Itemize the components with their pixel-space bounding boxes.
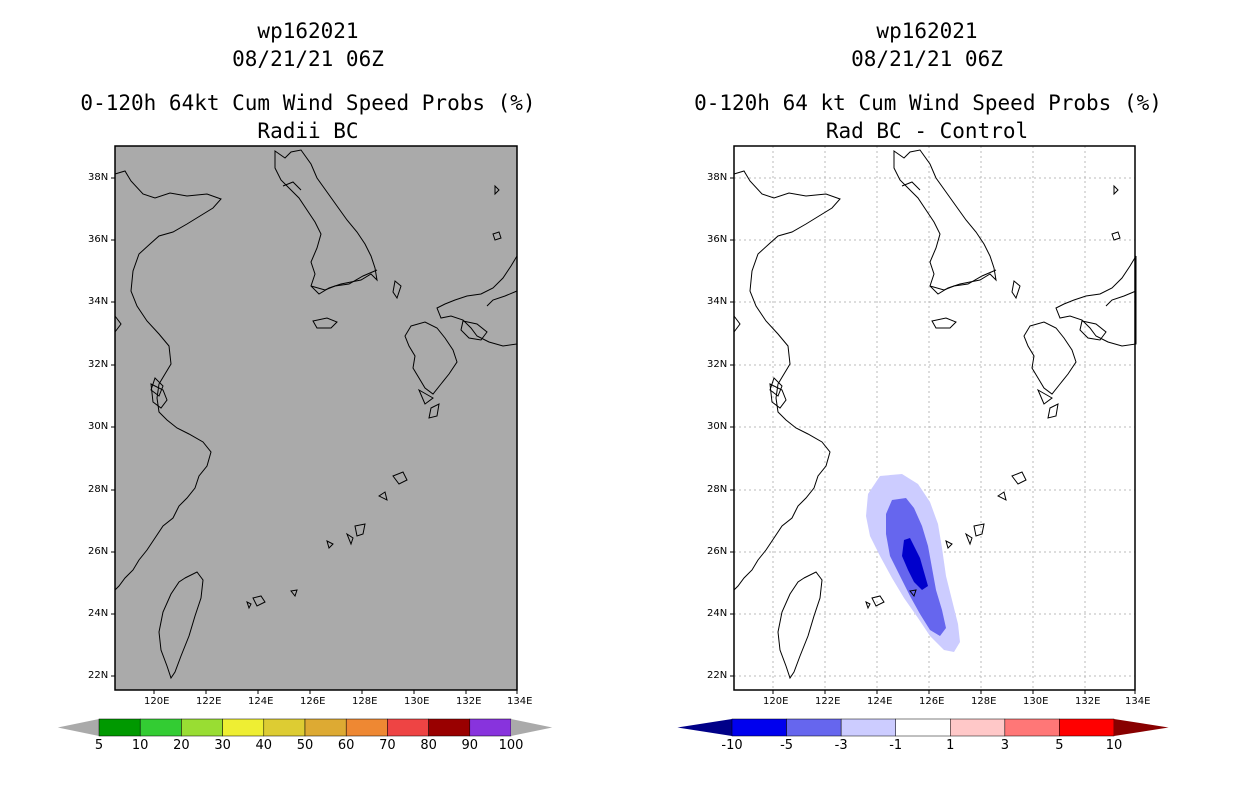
left-colorbar-over bbox=[511, 719, 553, 736]
left-ytick: 30N bbox=[88, 421, 109, 432]
left-colorbar-swatch bbox=[428, 718, 471, 737]
right-colorbar-label: 1 bbox=[946, 738, 955, 753]
left-xtick: 120E bbox=[144, 696, 170, 707]
right-colorbar-swatch bbox=[895, 718, 951, 737]
left-ticks bbox=[111, 177, 518, 694]
left-colorbar-label: 50 bbox=[296, 738, 314, 753]
right-colorbar-swatch bbox=[786, 718, 842, 737]
right-xtick: 126E bbox=[919, 696, 945, 707]
right-colorbar-swatch bbox=[1004, 718, 1060, 737]
right-xtick: 128E bbox=[971, 696, 997, 707]
right-colorbar-label: -3 bbox=[834, 738, 848, 753]
right-ytick: 26N bbox=[707, 546, 728, 557]
right-colorbar-label: -5 bbox=[780, 738, 794, 753]
left-xtick: 124E bbox=[248, 696, 274, 707]
left-colorbar-swatch bbox=[469, 718, 512, 737]
right-colorbar-swatch bbox=[950, 718, 1006, 737]
right-colorbar bbox=[677, 718, 1169, 737]
left-xtick: 132E bbox=[456, 696, 482, 707]
left-xtick: 126E bbox=[300, 696, 326, 707]
left-title-storm: wp162021 bbox=[257, 19, 359, 43]
left-title-time: 08/21/21 06Z bbox=[232, 47, 384, 71]
left-ytick: 28N bbox=[88, 484, 109, 495]
left-map-fill bbox=[115, 146, 517, 690]
left-ytick: 22N bbox=[88, 670, 109, 681]
left-ytick: 36N bbox=[88, 234, 109, 245]
right-ticks bbox=[730, 177, 1136, 694]
right-title-time: 08/21/21 06Z bbox=[851, 47, 1003, 71]
right-colorbar-label: 10 bbox=[1105, 738, 1123, 753]
right-ytick: 30N bbox=[707, 421, 728, 432]
right-title-storm: wp162021 bbox=[876, 19, 978, 43]
right-xtick: 120E bbox=[763, 696, 789, 707]
left-ytick: 38N bbox=[88, 172, 109, 183]
left-colorbar bbox=[57, 718, 553, 737]
left-colorbar-label: 90 bbox=[461, 738, 479, 753]
right-gridlines bbox=[734, 146, 1135, 690]
left-map bbox=[111, 145, 518, 694]
left-colorbar-under bbox=[57, 719, 99, 736]
right-ytick: 38N bbox=[707, 172, 728, 183]
contour-minus5 bbox=[902, 538, 928, 590]
left-colorbar-label: 60 bbox=[337, 738, 355, 753]
left-xtick: 128E bbox=[352, 696, 378, 707]
left-colorbar-swatch bbox=[222, 718, 265, 737]
left-title-sub: Radii BC bbox=[257, 119, 359, 143]
left-colorbar-swatch bbox=[387, 718, 429, 737]
right-xtick: 122E bbox=[815, 696, 841, 707]
left-colorbar-swatch bbox=[98, 718, 141, 737]
left-ytick: 34N bbox=[88, 296, 109, 307]
left-colorbar-label: 30 bbox=[214, 738, 231, 753]
right-xtick: 130E bbox=[1023, 696, 1049, 707]
left-colorbar-swatch bbox=[304, 718, 347, 737]
right-ytick: 34N bbox=[707, 296, 728, 307]
right-ytick: 28N bbox=[707, 484, 728, 495]
left-colorbar-label: 10 bbox=[131, 738, 149, 753]
right-colorbar-under bbox=[677, 719, 732, 736]
right-title-product: 0-120h 64 kt Cum Wind Speed Probs (%) bbox=[694, 91, 1162, 115]
right-title-sub: Rad BC - Control bbox=[825, 119, 1029, 143]
left-xtick: 130E bbox=[404, 696, 430, 707]
left-colorbar-label: 80 bbox=[420, 738, 437, 753]
right-xtick: 134E bbox=[1125, 696, 1151, 707]
left-title-product: 0-120h 64kt Cum Wind Speed Probs (%) bbox=[80, 91, 536, 115]
left-colorbar-label: 40 bbox=[255, 738, 273, 753]
left-map-frame bbox=[114, 145, 518, 691]
left-colorbar-label: 20 bbox=[173, 738, 190, 753]
left-colorbar-label: 100 bbox=[498, 738, 524, 753]
right-ytick: 32N bbox=[707, 359, 728, 370]
left-ytick: 32N bbox=[88, 359, 109, 370]
left-colorbar-swatch bbox=[181, 718, 223, 737]
left-colorbar-swatch bbox=[139, 718, 182, 737]
left-xtick: 122E bbox=[196, 696, 222, 707]
left-colorbar-label: 5 bbox=[94, 738, 104, 753]
right-ytick: 22N bbox=[707, 670, 728, 681]
right-ytick: 36N bbox=[707, 234, 728, 245]
right-colorbar-over bbox=[1114, 719, 1169, 736]
right-colorbar-label: -10 bbox=[721, 738, 743, 753]
left-colorbar-swatch bbox=[345, 718, 388, 737]
right-xtick: 124E bbox=[867, 696, 893, 707]
left-colorbar-label: 70 bbox=[379, 738, 396, 753]
right-colorbar-label: 5 bbox=[1055, 738, 1064, 753]
right-colorbar-swatch bbox=[731, 718, 787, 737]
right-colorbar-label: 3 bbox=[1000, 738, 1009, 753]
right-colorbar-label: -1 bbox=[889, 738, 903, 753]
left-ytick: 24N bbox=[88, 608, 109, 619]
right-colorbar-swatch bbox=[840, 718, 896, 737]
left-colorbar-swatch bbox=[263, 718, 306, 737]
left-xtick: 134E bbox=[507, 696, 533, 707]
right-map bbox=[730, 145, 1137, 694]
right-colorbar-swatch bbox=[1059, 718, 1115, 737]
left-ytick: 26N bbox=[88, 546, 109, 557]
right-map-frame bbox=[733, 145, 1136, 691]
right-xtick: 132E bbox=[1075, 696, 1101, 707]
right-ytick: 24N bbox=[707, 608, 728, 619]
